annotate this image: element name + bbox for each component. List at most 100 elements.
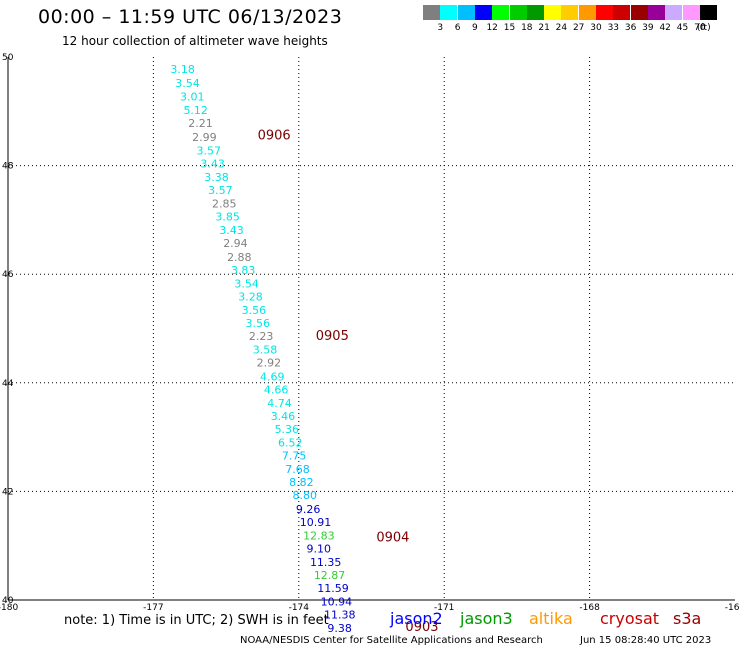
y-tick-label: 44 xyxy=(2,379,14,389)
wave-height-label: 9.26 xyxy=(296,503,321,516)
color-scale-label: (ft) xyxy=(697,23,711,33)
color-scale-label: 12 xyxy=(486,23,498,33)
color-scale-label: 21 xyxy=(538,23,550,33)
color-scale-label: 15 xyxy=(503,23,516,33)
color-swatch xyxy=(665,5,683,20)
wave-height-label: 11.38 xyxy=(324,609,356,622)
legend-entry-altika: altika xyxy=(529,609,573,628)
wave-height-label: 3.57 xyxy=(208,184,233,197)
wave-height-label: 3.46 xyxy=(271,410,296,423)
wave-height-label: 3.83 xyxy=(231,264,256,277)
wave-height-label: 2.94 xyxy=(223,237,248,250)
wave-height-label: 2.85 xyxy=(212,198,237,211)
pass-time-label: 0905 xyxy=(316,329,349,344)
wave-height-label: 3.58 xyxy=(253,344,277,357)
wave-height-label: 11.59 xyxy=(317,582,349,595)
color-scale-label: 6 xyxy=(454,23,461,33)
color-swatch xyxy=(457,5,475,20)
color-scale-label: 9 xyxy=(472,23,478,33)
x-tick-label: -171 xyxy=(434,603,454,613)
color-swatch xyxy=(699,5,717,20)
color-swatch xyxy=(596,5,613,20)
y-tick-label: 48 xyxy=(2,162,14,172)
legend-entry-jason3: jason3 xyxy=(460,609,513,628)
pass-time-label: 0904 xyxy=(376,531,409,546)
chart-subtitle: 12 hour collection of altimeter wave hei… xyxy=(62,34,328,48)
color-scale-label: 24 xyxy=(555,23,568,33)
wave-height-label: 8.80 xyxy=(292,489,317,502)
wave-height-label: 6.52 xyxy=(278,437,303,450)
wave-height-label: 2.21 xyxy=(188,117,213,130)
wave-height-label: 8.82 xyxy=(289,476,314,489)
wave-height-label: 3.56 xyxy=(245,317,270,330)
wave-height-label: 3.54 xyxy=(175,77,200,90)
wave-height-label: 3.28 xyxy=(238,290,263,303)
y-tick-label: 40 xyxy=(2,596,14,606)
wave-height-label: 2.99 xyxy=(192,131,217,144)
color-swatch xyxy=(544,5,562,20)
wave-height-label: 3.85 xyxy=(215,211,240,224)
wave-height-label: 12.83 xyxy=(303,529,335,542)
wave-height-label: 4.69 xyxy=(260,370,285,383)
wave-height-label: 3.54 xyxy=(234,277,259,290)
wave-height-label: 3.43 xyxy=(219,224,244,237)
chart-title: 00:00 – 11:59 UTC 06/13/2023 xyxy=(38,6,343,28)
color-swatch xyxy=(492,5,510,20)
x-tick-label: -168 xyxy=(579,603,600,613)
color-scale-label: 36 xyxy=(624,23,637,33)
color-swatch xyxy=(613,5,631,20)
credit-line: NOAA/NESDIS Center for Satellite Applica… xyxy=(240,635,543,646)
wave-height-label: 4.74 xyxy=(267,397,292,410)
color-swatch xyxy=(561,5,579,20)
color-scale-label: 42 xyxy=(659,23,671,33)
wave-height-label: 3.56 xyxy=(242,304,266,317)
legend-entry-cryosat: cryosat xyxy=(600,609,660,628)
color-scale-label: 30 xyxy=(590,23,602,33)
wave-height-label: 2.88 xyxy=(227,251,252,264)
wave-height-label: 12.87 xyxy=(314,569,346,582)
wave-height-label: 5.12 xyxy=(183,104,208,117)
color-scale-label: 70 xyxy=(694,23,706,33)
wave-height-label: 7.75 xyxy=(282,450,307,463)
wave-height-label: 2.92 xyxy=(257,357,282,370)
y-tick-label: 46 xyxy=(2,270,14,280)
footnote: note: 1) Time is in UTC; 2) SWH is in fe… xyxy=(64,613,329,628)
y-tick-label: 50 xyxy=(2,53,14,63)
color-scale-label: 27 xyxy=(572,23,585,33)
color-swatch xyxy=(440,5,458,20)
color-swatch xyxy=(423,5,440,20)
color-swatch xyxy=(630,5,648,20)
wave-height-label: 11.35 xyxy=(310,556,342,569)
x-tick-label: -174 xyxy=(289,603,310,613)
x-tick-label: -165 xyxy=(725,603,740,613)
y-tick-label: 42 xyxy=(2,487,13,497)
wave-height-label: 4.66 xyxy=(264,383,289,396)
x-tick-label: -177 xyxy=(143,603,163,613)
wave-height-label: 9.38 xyxy=(327,622,352,635)
wave-height-label: 3.57 xyxy=(197,144,222,157)
color-swatch xyxy=(526,5,544,20)
color-swatch xyxy=(474,5,492,20)
color-scale-label: 18 xyxy=(521,23,533,33)
legend-entry-s3a: s3a xyxy=(673,609,702,628)
color-swatch xyxy=(647,5,665,20)
wave-height-label: 3.01 xyxy=(180,91,205,104)
wave-height-label: 10.94 xyxy=(321,596,353,609)
legend-entry-jason2: jason2 xyxy=(390,609,443,628)
wave-height-label: 10.91 xyxy=(300,516,332,529)
pass-time-label: 0903 xyxy=(405,620,438,635)
color-scale-label: 39 xyxy=(642,23,654,33)
wave-height-label: 3.18 xyxy=(170,63,195,76)
pass-time-label: 0906 xyxy=(258,129,291,144)
generation-timestamp: Jun 15 08:28:40 UTC 2023 xyxy=(580,635,712,646)
wave-height-label: 2.23 xyxy=(249,330,274,343)
color-swatch xyxy=(509,5,527,20)
wave-height-label: 9.10 xyxy=(307,542,332,555)
wave-height-label: 7.68 xyxy=(285,463,310,476)
wave-height-label: 5.36 xyxy=(275,423,300,436)
color-scale-label: 45 xyxy=(676,23,689,33)
x-tick-label: -180 xyxy=(0,603,18,613)
color-swatch xyxy=(578,5,596,20)
wave-height-label: 3.38 xyxy=(204,171,229,184)
